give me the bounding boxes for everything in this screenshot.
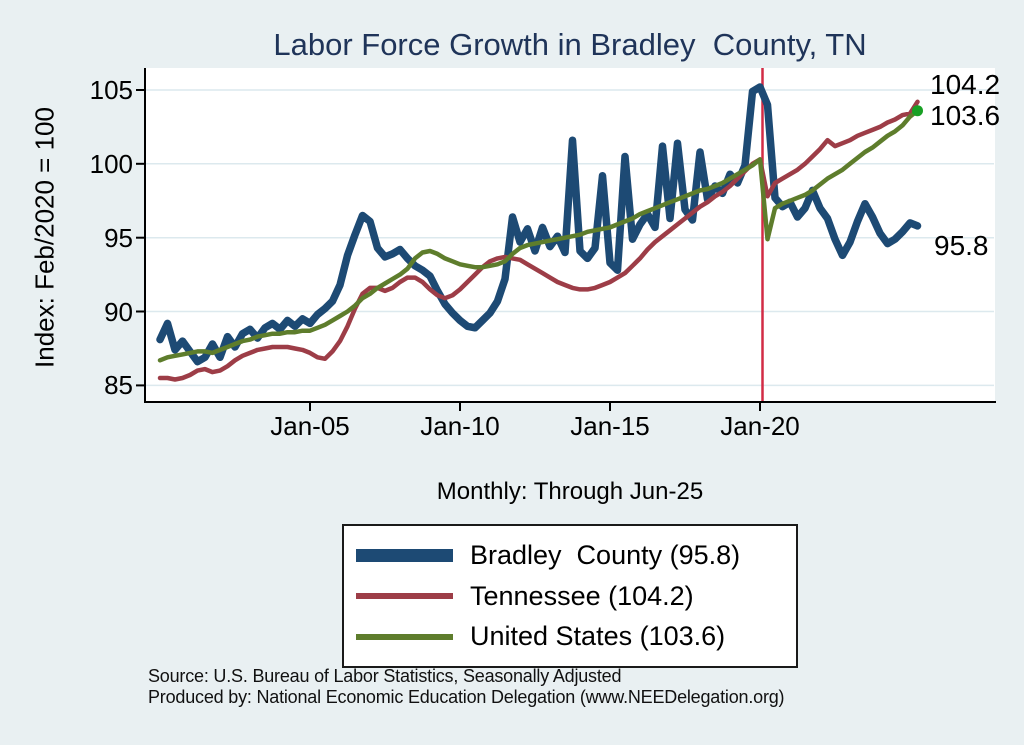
x-tick-label: Jan-20 [720,411,800,441]
chart-subtitle: Monthly: Through Jun-25 [436,478,704,505]
legend-row-bradley-county: Bradley County (95.8) [344,540,796,571]
series-end-value-tennessee: 104.2 [930,69,1001,100]
y-tick-label: 95 [104,222,133,253]
source-note: Source: U.S. Bureau of Labor Statistics,… [148,666,785,708]
y-tick-label: 90 [104,296,133,327]
series-end-value-bradley-county: 95.8 [934,230,989,261]
source-line-2: Produced by: National Economic Education… [148,687,785,707]
x-tick-label: Jan-05 [270,411,350,441]
legend-box: Bradley County (95.8) Tennessee (104.2) … [342,524,798,668]
legend-label-bradley-county: Bradley County (95.8) [470,539,741,570]
legend-label-tennessee: Tennessee (104.2) [470,580,694,611]
chart-title: Labor Force Growth in Bradley County, TN [273,27,867,62]
legend-swatch-bradley-county [356,548,453,562]
y-axis-title: Index: Feb/2020 = 100 [29,107,60,368]
x-tick-label: Jan-10 [420,411,500,441]
x-tick-label: Jan-15 [570,411,650,441]
y-tick-label: 100 [89,148,133,179]
legend-swatch-tennessee [356,593,453,599]
series-end-value-united-states: 103.6 [930,100,1001,131]
legend-row-tennessee: Tennessee (104.2) [344,581,796,612]
legend-swatch-united-states [356,633,453,640]
legend-label-united-states: United States (103.6) [470,621,726,652]
legend-row-united-states: United States (103.6) [344,621,796,652]
source-line-1: Source: U.S. Bureau of Labor Statistics,… [148,666,622,686]
y-tick-label: 85 [104,370,133,401]
y-tick-label: 105 [89,75,133,105]
